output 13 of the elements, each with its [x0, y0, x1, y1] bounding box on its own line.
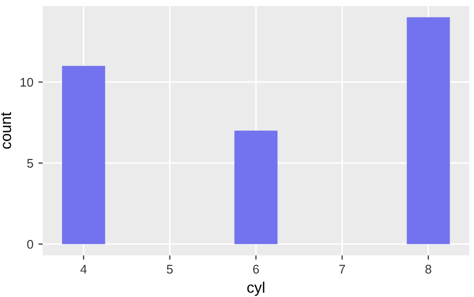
- y-axis-title: count: [1, 112, 12, 149]
- x-tick-label: 7: [339, 264, 345, 274]
- y-tick-label: 5: [27, 159, 34, 168]
- bar: [406, 17, 450, 244]
- x-tick-label: 4: [80, 264, 87, 274]
- y-tick-label: 0: [27, 240, 34, 249]
- y-tick-label: 10: [20, 78, 34, 87]
- x-tick-label: 8: [425, 264, 432, 274]
- bar: [62, 66, 106, 244]
- x-tick-label: 5: [166, 264, 173, 274]
- bar: [234, 130, 278, 244]
- x-tick-label: 6: [253, 264, 259, 274]
- x-axis-title: cyl: [247, 282, 264, 296]
